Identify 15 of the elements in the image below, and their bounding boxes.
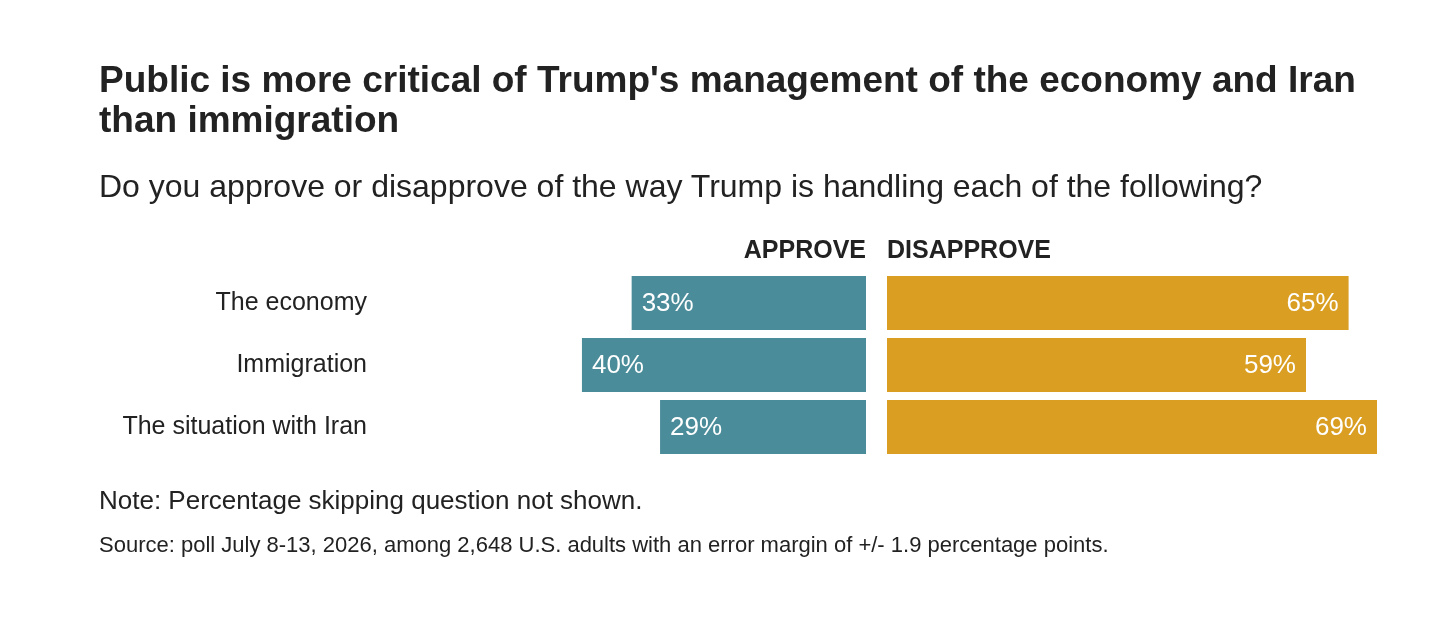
data-label: 69% (1314, 411, 1367, 442)
chart-title: Public is more critical of Trump's management of the economy and Iran than immigration (99, 59, 1357, 140)
y-tick-label: The economy (215, 286, 368, 315)
chart-subtitle: Do you approve or disapprove of the way Trump is handling each of the following? (99, 167, 1264, 205)
data-label: 40% (591, 349, 644, 380)
data-label: 59% (1243, 349, 1296, 380)
data-label: 65% (1286, 287, 1339, 318)
data-label: 33% (641, 287, 694, 318)
series-label: DISAPPROVE (887, 234, 1051, 265)
data-label: 29% (670, 411, 723, 442)
y-tick-label: The situation with Iran (122, 410, 367, 439)
text: Note: Percentage skipping question not shown. (99, 485, 644, 515)
source-note: Source: poll July 8-13, 2026, among 2,648 U.S. adults with an error margin of +/- 1.9 percentage points. (99, 531, 1110, 559)
y-tick-label: Immigration (236, 348, 367, 377)
series-label: APPROVE (743, 234, 866, 265)
